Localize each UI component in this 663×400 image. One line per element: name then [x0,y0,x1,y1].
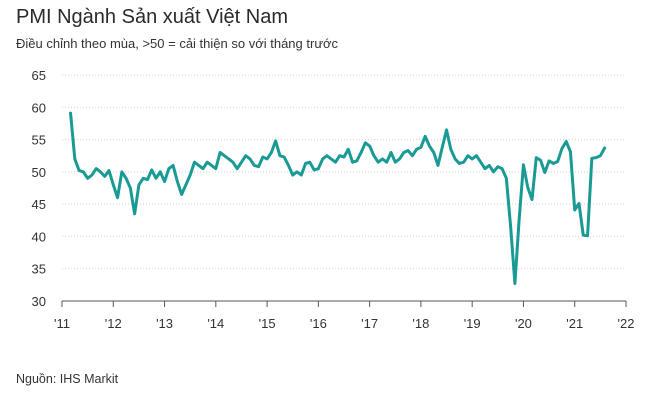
y-axis-ticks: 30 35 40 45 50 55 60 65 [32,68,46,309]
x-tick-label: '17 [361,316,378,331]
x-tick-label: '20 [515,316,532,331]
y-tick-label: 50 [32,165,46,180]
x-tick-label: '11 [54,316,70,331]
y-tick-label: 45 [32,197,46,212]
y-tick-label: 40 [32,229,46,244]
x-tick-label: '12 [105,316,122,331]
x-tick-label: '14 [207,316,224,331]
pmi-series-line [69,111,607,286]
y-tick-label: 35 [32,262,46,277]
y-tick-label: 60 [32,100,46,115]
x-tick-label: '13 [156,316,173,331]
x-tick-label: '21 [566,316,583,331]
x-tick-label: '19 [464,316,481,331]
y-tick-label: 65 [32,68,46,83]
chart-subtitle: Điều chỉnh theo mùa, >50 = cải thiện so … [16,36,339,51]
grid-layer [62,74,626,270]
x-tick-label: '18 [412,316,429,331]
source-note: Nguồn: IHS Markit [16,372,119,386]
x-axis-ticks: '11 '12 '13 '14 '15 '16 '17 '18 '19 '20 '21 '22 [54,301,634,331]
chart-title: PMI Ngành Sản xuất Việt Nam [16,6,288,28]
x-tick-label: '16 [310,316,327,331]
y-tick-label: 30 [32,294,46,309]
y-tick-label: 55 [32,133,46,148]
x-tick-label: '22 [618,316,635,331]
x-tick-label: '15 [259,316,276,331]
